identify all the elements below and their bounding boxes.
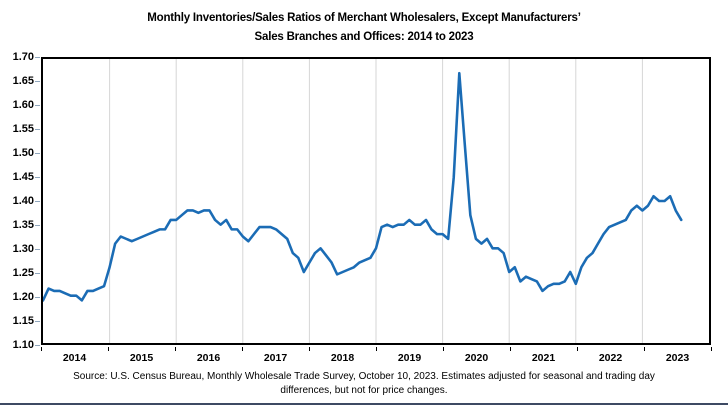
x-tick-mark bbox=[108, 347, 109, 351]
x-year-label: 2021 bbox=[531, 352, 556, 364]
y-tick-mark bbox=[35, 152, 40, 154]
x-year-label: 2018 bbox=[330, 352, 355, 364]
y-tick-label: 1.50 bbox=[12, 147, 34, 159]
y-tick-label: 1.30 bbox=[12, 243, 34, 255]
y-tick-label: 1.60 bbox=[12, 99, 34, 111]
chart-title-line2: Sales Branches and Offices: 2014 to 2023 bbox=[254, 31, 474, 43]
x-year-label: 2022 bbox=[598, 352, 623, 364]
x-year-label: 2014 bbox=[62, 352, 87, 364]
x-tick-mark bbox=[577, 347, 578, 351]
y-tick-mark bbox=[35, 104, 40, 106]
chart-svg bbox=[43, 59, 683, 343]
x-year-label: 2019 bbox=[397, 352, 422, 364]
y-tick-label: 1.15 bbox=[12, 315, 34, 327]
x-tick-mark bbox=[242, 347, 243, 351]
source-note-line2: differences, but not for price changes. bbox=[280, 385, 448, 396]
x-tick-mark bbox=[175, 347, 176, 351]
x-tick-mark bbox=[41, 347, 42, 351]
source-note: Source: U.S. Census Bureau, Monthly Whol… bbox=[0, 370, 728, 398]
year-gridlines bbox=[109, 59, 643, 343]
y-tick-mark bbox=[35, 296, 40, 298]
y-tick-label: 1.55 bbox=[12, 123, 34, 135]
x-year-label: 2016 bbox=[196, 352, 221, 364]
y-tick-mark bbox=[35, 128, 40, 130]
y-tick-mark bbox=[35, 56, 40, 58]
y-tick-label: 1.65 bbox=[12, 75, 34, 87]
x-tick-mark bbox=[711, 347, 712, 351]
y-tick-label: 1.70 bbox=[12, 51, 34, 63]
x-year-label: 2020 bbox=[464, 352, 489, 364]
y-tick-label: 1.40 bbox=[12, 195, 34, 207]
x-tick-mark bbox=[443, 347, 444, 351]
y-tick-label: 1.25 bbox=[12, 267, 34, 279]
y-tick-mark bbox=[35, 200, 40, 202]
x-tick-mark bbox=[510, 347, 511, 351]
x-tick-mark bbox=[309, 347, 310, 351]
x-year-label: 2015 bbox=[129, 352, 154, 364]
y-tick-label: 1.45 bbox=[12, 171, 34, 183]
inventories-sales-ratio-line bbox=[43, 71, 683, 302]
y-tick-mark bbox=[35, 224, 40, 226]
source-note-line1: Source: U.S. Census Bureau, Monthly Whol… bbox=[73, 371, 655, 382]
plot-area bbox=[41, 57, 711, 345]
x-tick-mark bbox=[376, 347, 377, 351]
y-tick-mark bbox=[35, 80, 40, 82]
chart-title: Monthly Inventories/Sales Ratios of Merc… bbox=[0, 9, 728, 47]
y-tick-label: 1.10 bbox=[12, 339, 34, 351]
bottom-rule bbox=[0, 403, 728, 405]
x-tick-mark bbox=[644, 347, 645, 351]
y-tick-label: 1.20 bbox=[12, 291, 34, 303]
y-tick-mark bbox=[35, 272, 40, 274]
y-tick-label: 1.35 bbox=[12, 219, 34, 231]
y-tick-mark bbox=[35, 248, 40, 250]
y-tick-mark bbox=[35, 320, 40, 322]
y-tick-mark bbox=[35, 176, 40, 178]
x-year-label: 2023 bbox=[665, 352, 690, 364]
y-tick-mark bbox=[35, 344, 40, 346]
chart-title-line1: Monthly Inventories/Sales Ratios of Merc… bbox=[147, 12, 581, 24]
x-year-label: 2017 bbox=[263, 352, 288, 364]
